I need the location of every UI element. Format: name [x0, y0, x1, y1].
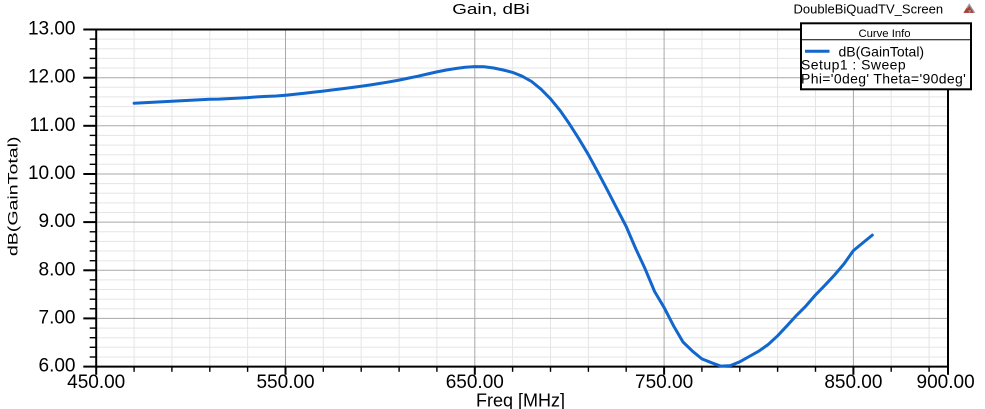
svg-text:450.00: 450.00	[67, 372, 125, 393]
svg-text:dB(GainTotal): dB(GainTotal)	[839, 44, 925, 60]
svg-text:DoubleBiQuadTV_Screen: DoubleBiQuadTV_Screen	[794, 2, 944, 17]
svg-text:11.00: 11.00	[29, 115, 75, 136]
svg-text:Setup1 : Sweep: Setup1 : Sweep	[801, 56, 906, 72]
svg-text:650.00: 650.00	[446, 372, 504, 393]
svg-text:750.00: 750.00	[635, 372, 693, 393]
svg-text:12.00: 12.00	[28, 67, 76, 88]
svg-text:dB(GainTotal): dB(GainTotal)	[5, 136, 21, 256]
svg-text:550.00: 550.00	[256, 372, 314, 393]
svg-text:10.00: 10.00	[28, 163, 76, 184]
svg-text:6.00: 6.00	[39, 356, 76, 377]
svg-text:Phi='0deg' Theta='90deg': Phi='0deg' Theta='90deg'	[801, 71, 966, 87]
svg-text:13.00: 13.00	[28, 19, 76, 40]
svg-text:Gain, dBi: Gain, dBi	[452, 1, 529, 17]
svg-text:8.00: 8.00	[39, 259, 76, 280]
svg-text:900.00: 900.00	[917, 372, 975, 393]
svg-text:7.00: 7.00	[39, 307, 76, 328]
svg-text:Curve Info: Curve Info	[858, 28, 910, 40]
svg-text:Freq [MHz]: Freq [MHz]	[476, 390, 565, 409]
svg-text:9.00: 9.00	[39, 211, 76, 232]
svg-text:850.00: 850.00	[824, 372, 882, 393]
